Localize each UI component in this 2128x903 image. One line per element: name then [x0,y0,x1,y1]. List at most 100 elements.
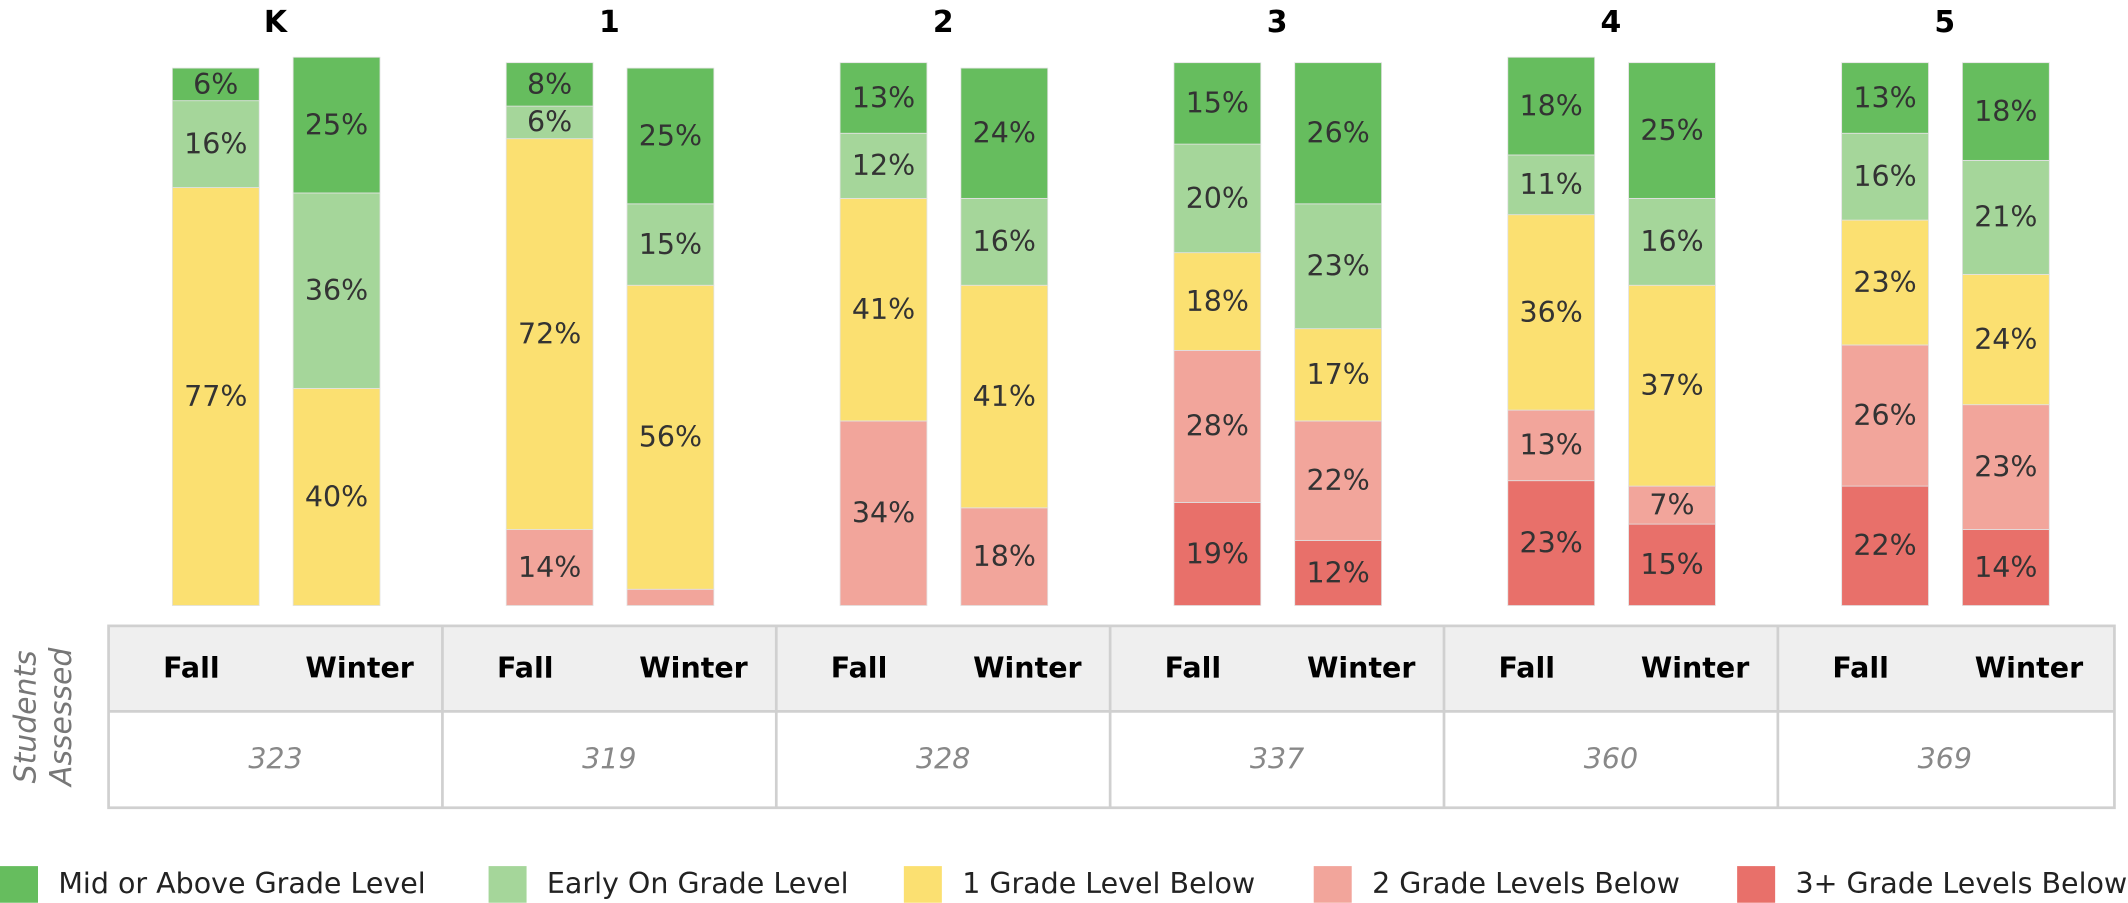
data-label: 23% [1520,526,1583,559]
data-label: 34% [852,497,915,530]
period-label: Winter [1641,651,1749,684]
bar-segment [171,187,260,606]
data-label: 16% [1853,160,1916,193]
bar-segment [292,192,381,389]
bar-segment [1628,485,1716,525]
data-label: 16% [1640,225,1703,258]
data-label: 6% [193,68,238,101]
bar-segment [960,67,1049,199]
bar-segment [839,420,928,606]
data-label: 20% [1186,182,1249,215]
data-label: 21% [1974,201,2037,234]
legend-swatch [1737,866,1776,903]
period-label: Winter [1975,651,2083,684]
bar-segment [1507,56,1596,156]
bar-segment [292,387,381,606]
bar-segment [960,197,1049,286]
students-assessed: 360 [1584,742,1638,775]
bar-segment [1173,143,1262,254]
period-label: Winter [973,651,1081,684]
data-label: 8% [527,68,572,101]
bar-segment [1962,529,2050,606]
bar-segment [1841,62,1929,134]
data-label: 16% [184,127,247,160]
data-label: 13% [1520,429,1583,462]
period-label: Fall [1165,651,1222,684]
data-label: 26% [1853,399,1916,432]
legend-label: 3+ Grade Levels Below [1796,867,2128,900]
bar-segment [626,284,715,590]
data-label: 15% [1186,87,1249,120]
bar-segment [1841,485,1929,606]
legend-swatch [903,866,942,903]
data-label: 19% [1186,537,1249,570]
bar-segment [1507,480,1596,606]
data-label: 56% [639,421,702,454]
data-label: 36% [1520,296,1583,329]
bar-segment [960,507,1049,606]
bar-segment [505,138,594,530]
group-label: 1 [599,5,620,40]
bar-segment [1294,62,1382,205]
students-assessed: 369 [1918,742,1972,775]
bar-segment [1173,62,1262,145]
period-label: Fall [497,651,554,684]
data-label: 18% [1186,285,1249,318]
period-label: Fall [1499,651,1556,684]
bar-segment [960,284,1049,509]
data-label: 25% [639,119,702,152]
data-label: 15% [639,228,702,261]
data-label: 6% [527,106,572,139]
bar-segment [1841,132,1929,221]
data-label: 26% [1306,117,1369,150]
legend-label: Mid or Above Grade Level [58,867,425,900]
period-label: Fall [163,651,220,684]
data-label: 14% [518,551,581,584]
students-assessed: 337 [1250,742,1304,775]
group-label: 5 [1934,5,1955,40]
group-label: 3 [1267,5,1288,40]
data-label: 25% [305,108,368,141]
data-label: 14% [1974,551,2037,584]
legend-label: 1 Grade Level Below [962,867,1255,900]
bar-segment [1294,420,1382,541]
bar-segment [839,62,928,134]
data-label: 7% [1649,488,1694,521]
bar-segment [1962,62,2050,161]
bar-segment [505,529,594,606]
students-assessed: 328 [916,742,970,775]
bar-segment [505,105,594,140]
data-label: 23% [1974,450,2037,483]
period-label: Winter [639,651,747,684]
legend-swatch [488,866,527,903]
bar-segment [1628,523,1716,606]
bar-segment [1173,349,1262,503]
bar-segment [505,62,594,107]
row-label-line: Assessed [44,647,79,788]
bar-segment [1962,273,2050,406]
bar-segment [1628,62,1716,199]
row-label-line: Students [9,650,44,783]
group-label: 4 [1601,5,1622,40]
data-label: 37% [1640,369,1703,402]
period-label: Fall [1832,651,1889,684]
data-label: 41% [852,293,915,326]
data-label: 77% [184,380,247,413]
data-label: 18% [1520,89,1583,122]
group-label: K [264,5,289,40]
legend-swatch [1313,866,1352,903]
students-assessed: 319 [582,742,636,775]
data-label: 24% [973,117,1036,150]
legend-label: 2 Grade Levels Below [1372,867,1680,900]
data-label: 18% [973,540,1036,573]
legend-label: Early On Grade Level [547,867,849,900]
data-label: 12% [852,149,915,182]
bar-segment [839,197,928,422]
period-label: Winter [305,651,413,684]
bar-segment [1294,203,1382,330]
data-label: 13% [1853,81,1916,114]
data-label: 12% [1306,556,1369,589]
data-label: 22% [1306,464,1369,497]
data-label: 25% [1640,114,1703,147]
bar-segment [1507,409,1596,482]
